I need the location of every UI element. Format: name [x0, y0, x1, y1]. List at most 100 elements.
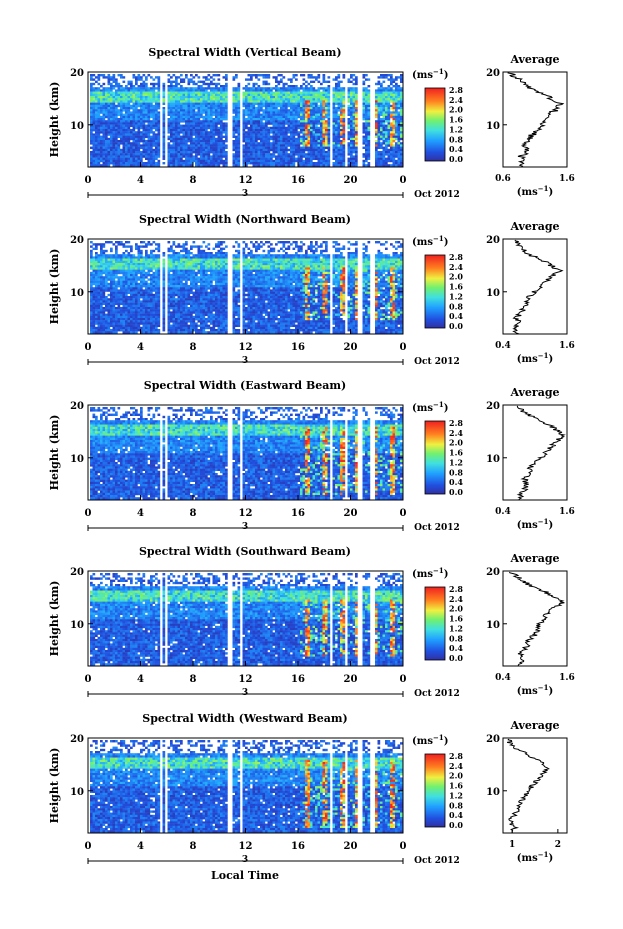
heatmap-cell — [232, 157, 236, 160]
heatmap-cell — [325, 120, 328, 123]
heatmap-cell — [175, 102, 178, 105]
heatmap-cell — [255, 96, 258, 99]
heatmap-cell — [335, 76, 338, 79]
heatmap-cell — [397, 111, 401, 114]
heatmap-cell — [387, 159, 391, 163]
heatmap-cell — [275, 148, 278, 152]
heatmap-cell — [187, 120, 191, 123]
heatmap-cell — [97, 293, 101, 297]
heatmap-cell — [362, 102, 366, 105]
heatmap-cell — [210, 120, 213, 123]
heatmap-cell — [367, 102, 371, 105]
heatmap-cell — [115, 126, 118, 130]
heatmap-cell — [107, 311, 111, 314]
heatmap-cell — [172, 155, 176, 158]
heatmap-cell — [297, 120, 301, 123]
heatmap-cell — [260, 104, 263, 108]
heatmap-cell — [325, 151, 328, 154]
heatmap-cell — [310, 162, 313, 165]
heatmap-cell — [132, 324, 136, 327]
heatmap-cell — [200, 153, 203, 156]
heatmap-cell — [352, 82, 356, 86]
heatmap-cell — [120, 300, 123, 303]
heatmap-cell — [245, 142, 248, 145]
heatmap-cell — [100, 102, 103, 105]
heatmap-cell — [92, 280, 96, 283]
heatmap-cell — [167, 148, 171, 152]
heatmap-cell — [110, 318, 113, 321]
heatmap-cell — [260, 98, 263, 101]
heatmap-cell — [187, 98, 191, 101]
heatmap-cell — [295, 148, 298, 152]
heatmap-cell — [320, 157, 323, 160]
heatmap-cell — [290, 85, 293, 88]
heatmap-cell — [352, 93, 356, 97]
heatmap-cell — [315, 129, 318, 132]
heatmap-cell — [97, 329, 101, 332]
heatmap-cell — [350, 131, 353, 134]
heatmap-cell — [117, 93, 121, 97]
heatmap-cell — [325, 129, 328, 132]
heatmap-cell — [112, 109, 116, 112]
heatmap-cell — [212, 111, 216, 114]
heatmap-cell — [200, 120, 203, 123]
heatmap-cell — [127, 102, 131, 105]
heatmap-cell — [210, 137, 213, 141]
heatmap-cell — [310, 120, 313, 123]
heatmap-cell — [365, 124, 368, 127]
heatmap-cell — [385, 89, 388, 92]
heatmap-cell — [172, 87, 176, 90]
heatmap-cell — [362, 131, 366, 134]
heatmap-cell — [125, 159, 128, 163]
heatmap-cell — [242, 148, 246, 152]
heatmap-cell — [275, 151, 278, 154]
heatmap-cell — [340, 80, 343, 83]
heatmap-cell — [257, 74, 261, 77]
heatmap-cell — [187, 104, 191, 108]
heatmap-cell — [275, 109, 278, 112]
heatmap-cell — [237, 93, 241, 97]
heatmap-cell — [317, 118, 321, 121]
heatmap-cell — [125, 302, 128, 305]
heatmap-cell — [100, 140, 103, 143]
heatmap-cell — [120, 324, 123, 327]
heatmap-cell — [90, 313, 93, 316]
heatmap-cell — [292, 96, 296, 99]
heatmap-cell — [392, 144, 396, 147]
heatmap-cell — [102, 122, 106, 125]
heatmap-cell — [250, 78, 253, 81]
heatmap-cell — [262, 91, 266, 94]
heatmap-cell — [235, 137, 238, 141]
heatmap-cell — [107, 124, 111, 127]
colorbar-unit: (ms−1) — [412, 67, 448, 81]
heatmap-cell — [225, 96, 228, 99]
heatmap-cell — [105, 129, 108, 132]
heatmap-cell — [377, 157, 381, 160]
heatmap-cell — [212, 113, 216, 116]
heatmap-cell — [117, 329, 121, 332]
heatmap-cell — [247, 100, 251, 103]
heatmap-cell — [232, 155, 236, 158]
heatmap-cell — [120, 76, 123, 79]
heatmap-cell — [280, 102, 283, 105]
heatmap-cell — [90, 102, 93, 105]
heatmap-cell — [105, 304, 108, 308]
heatmap-cell — [137, 118, 141, 121]
heatmap-cell — [342, 164, 346, 167]
heatmap-cell — [280, 98, 283, 101]
heatmap-cell — [162, 144, 166, 147]
heatmap-cell — [117, 326, 121, 330]
heatmap-cell — [130, 151, 133, 154]
heatmap-cell — [217, 140, 221, 143]
heatmap-cell — [127, 304, 131, 308]
heatmap-cell — [332, 107, 336, 110]
heatmap-cell — [172, 102, 176, 105]
heatmap-cell — [132, 326, 136, 330]
heatmap-cell — [90, 296, 93, 299]
heatmap-cell — [110, 287, 113, 290]
heatmap-cell — [95, 311, 98, 314]
heatmap-cell — [172, 89, 176, 92]
heatmap-cell — [375, 91, 378, 94]
heatmap-cell — [322, 107, 326, 110]
heatmap-cell — [132, 300, 136, 303]
